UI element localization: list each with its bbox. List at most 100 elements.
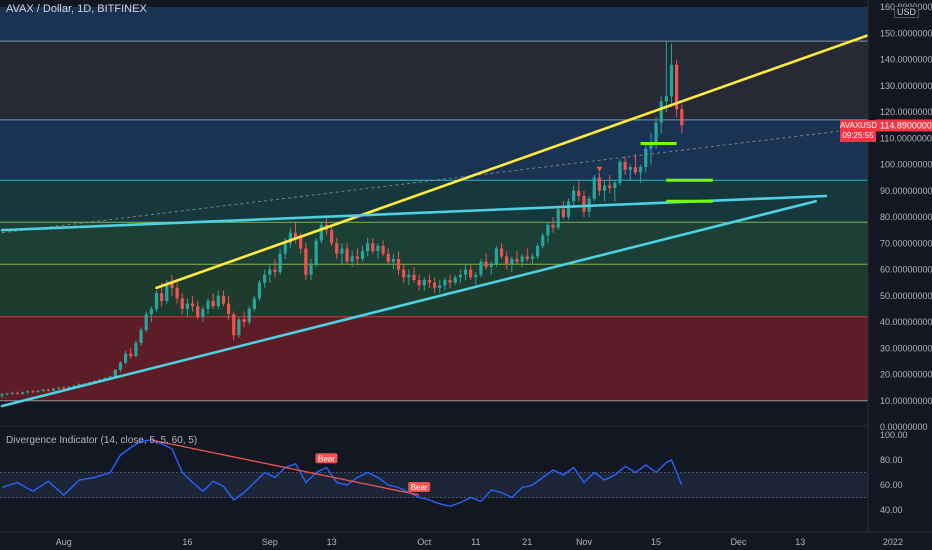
time-tick-label: Oct: [417, 537, 432, 547]
indicator-band: [0, 472, 868, 498]
candle-body: [67, 386, 71, 389]
currency-label[interactable]: USD: [894, 6, 920, 18]
candle-body: [556, 209, 560, 228]
trendline-2[interactable]: [0, 199, 818, 408]
candle-body: [335, 243, 339, 254]
candle-body: [484, 261, 488, 267]
candle-body: [520, 256, 524, 262]
candle-body: [196, 306, 200, 317]
price-tick-label: 100.00000000: [880, 160, 932, 170]
time-tick-label: 11: [471, 537, 480, 547]
green-levels[interactable]: [640, 142, 713, 203]
candle-body: [304, 248, 308, 275]
candle-body: [201, 308, 205, 317]
candle-body: [474, 274, 478, 278]
candle-body: [448, 280, 452, 283]
candle-body: [288, 232, 292, 244]
bear-label: Bear: [315, 453, 338, 464]
zone-6: [0, 7, 868, 42]
price-tick-label: 150.00000000: [880, 28, 932, 38]
candle-body: [664, 96, 668, 102]
candle-body: [479, 261, 483, 275]
price-tick-label: 0.00000000: [880, 422, 928, 432]
candle-body: [293, 232, 298, 238]
symbol-title[interactable]: AVAX / Dollar, 1D, BITFINEX: [6, 3, 147, 15]
candle-body: [340, 248, 344, 254]
candle-body: [355, 256, 359, 259]
candle-body: [144, 314, 148, 330]
candle-body: [613, 182, 617, 189]
candle-body: [283, 243, 287, 254]
price-badge-countdown: 09:25:55: [842, 131, 874, 140]
candle-body: [623, 161, 627, 170]
candle-body: [221, 295, 226, 304]
candle-body: [530, 256, 535, 259]
indicator-tick-label: 40.00: [880, 505, 903, 515]
candle-body: [5, 393, 9, 395]
price-tick-label: 30.00000000: [880, 343, 932, 353]
indicator-tick-label: 80.00: [880, 455, 903, 465]
candle-body: [149, 308, 153, 315]
candle-body: [458, 274, 462, 278]
candle-body: [654, 122, 658, 144]
candle-body: [366, 243, 370, 252]
candle-body: [402, 269, 406, 278]
candle-body: [227, 303, 231, 315]
price-tick-label: 60.00000000: [880, 265, 932, 275]
candle-body: [669, 64, 674, 97]
candle-body: [427, 280, 432, 283]
price-zones: [0, 7, 868, 401]
time-tick-label: 2022: [883, 537, 903, 547]
price-tick-label: 90.00000000: [880, 186, 932, 196]
candle-body: [134, 343, 138, 357]
candle-body: [314, 240, 318, 265]
candle-body: [72, 385, 76, 387]
candle-body: [499, 248, 504, 257]
indicator-tick-label: 60.00: [880, 480, 903, 490]
candle-body: [463, 269, 468, 275]
time-tick-label: 13: [327, 537, 337, 547]
indicator-tick-label: 100.00: [880, 430, 908, 440]
zone-5: [0, 41, 868, 120]
candle-body: [319, 224, 323, 241]
candle-body: [443, 280, 447, 286]
current-price-label-box: [876, 119, 932, 132]
candle-body: [525, 256, 529, 259]
candle-body: [118, 362, 123, 370]
divergence-line: [151, 439, 420, 496]
candle-body: [252, 298, 256, 309]
indicator-title[interactable]: Divergence Indicator (14, close, 5, 5, 6…: [6, 435, 198, 446]
candle-body: [510, 259, 514, 265]
candle-body: [494, 248, 498, 265]
current-price-label: 114.89000000: [880, 120, 932, 130]
candle-body: [536, 245, 540, 257]
zone-lines: [0, 40, 868, 402]
candle-body: [633, 167, 638, 173]
candle-body: [350, 256, 354, 262]
time-tick-label: Aug: [56, 537, 72, 547]
candle-body: [216, 295, 220, 307]
candle-body: [51, 388, 56, 391]
candle-body: [381, 245, 385, 254]
dashed-trendline: [1, 119, 932, 234]
candle-body: [680, 109, 684, 126]
candle-body: [113, 369, 117, 377]
candle-body: [232, 314, 236, 336]
time-tick-label: Dec: [730, 537, 747, 547]
candle-body: [546, 224, 550, 236]
candle-body: [412, 274, 416, 280]
candle-body: [505, 256, 509, 265]
candle-body: [561, 209, 565, 217]
trendline-0[interactable]: [155, 21, 905, 290]
candle-body: [659, 101, 663, 123]
zone-3: [0, 180, 868, 223]
bear-label-box: [315, 453, 338, 464]
price-tick-label: 50.00000000: [880, 291, 932, 301]
signal-marker: [596, 166, 603, 172]
candle-body: [57, 387, 61, 389]
zone-0: [0, 316, 868, 401]
candle-body: [257, 282, 262, 299]
candle-body: [675, 64, 679, 110]
